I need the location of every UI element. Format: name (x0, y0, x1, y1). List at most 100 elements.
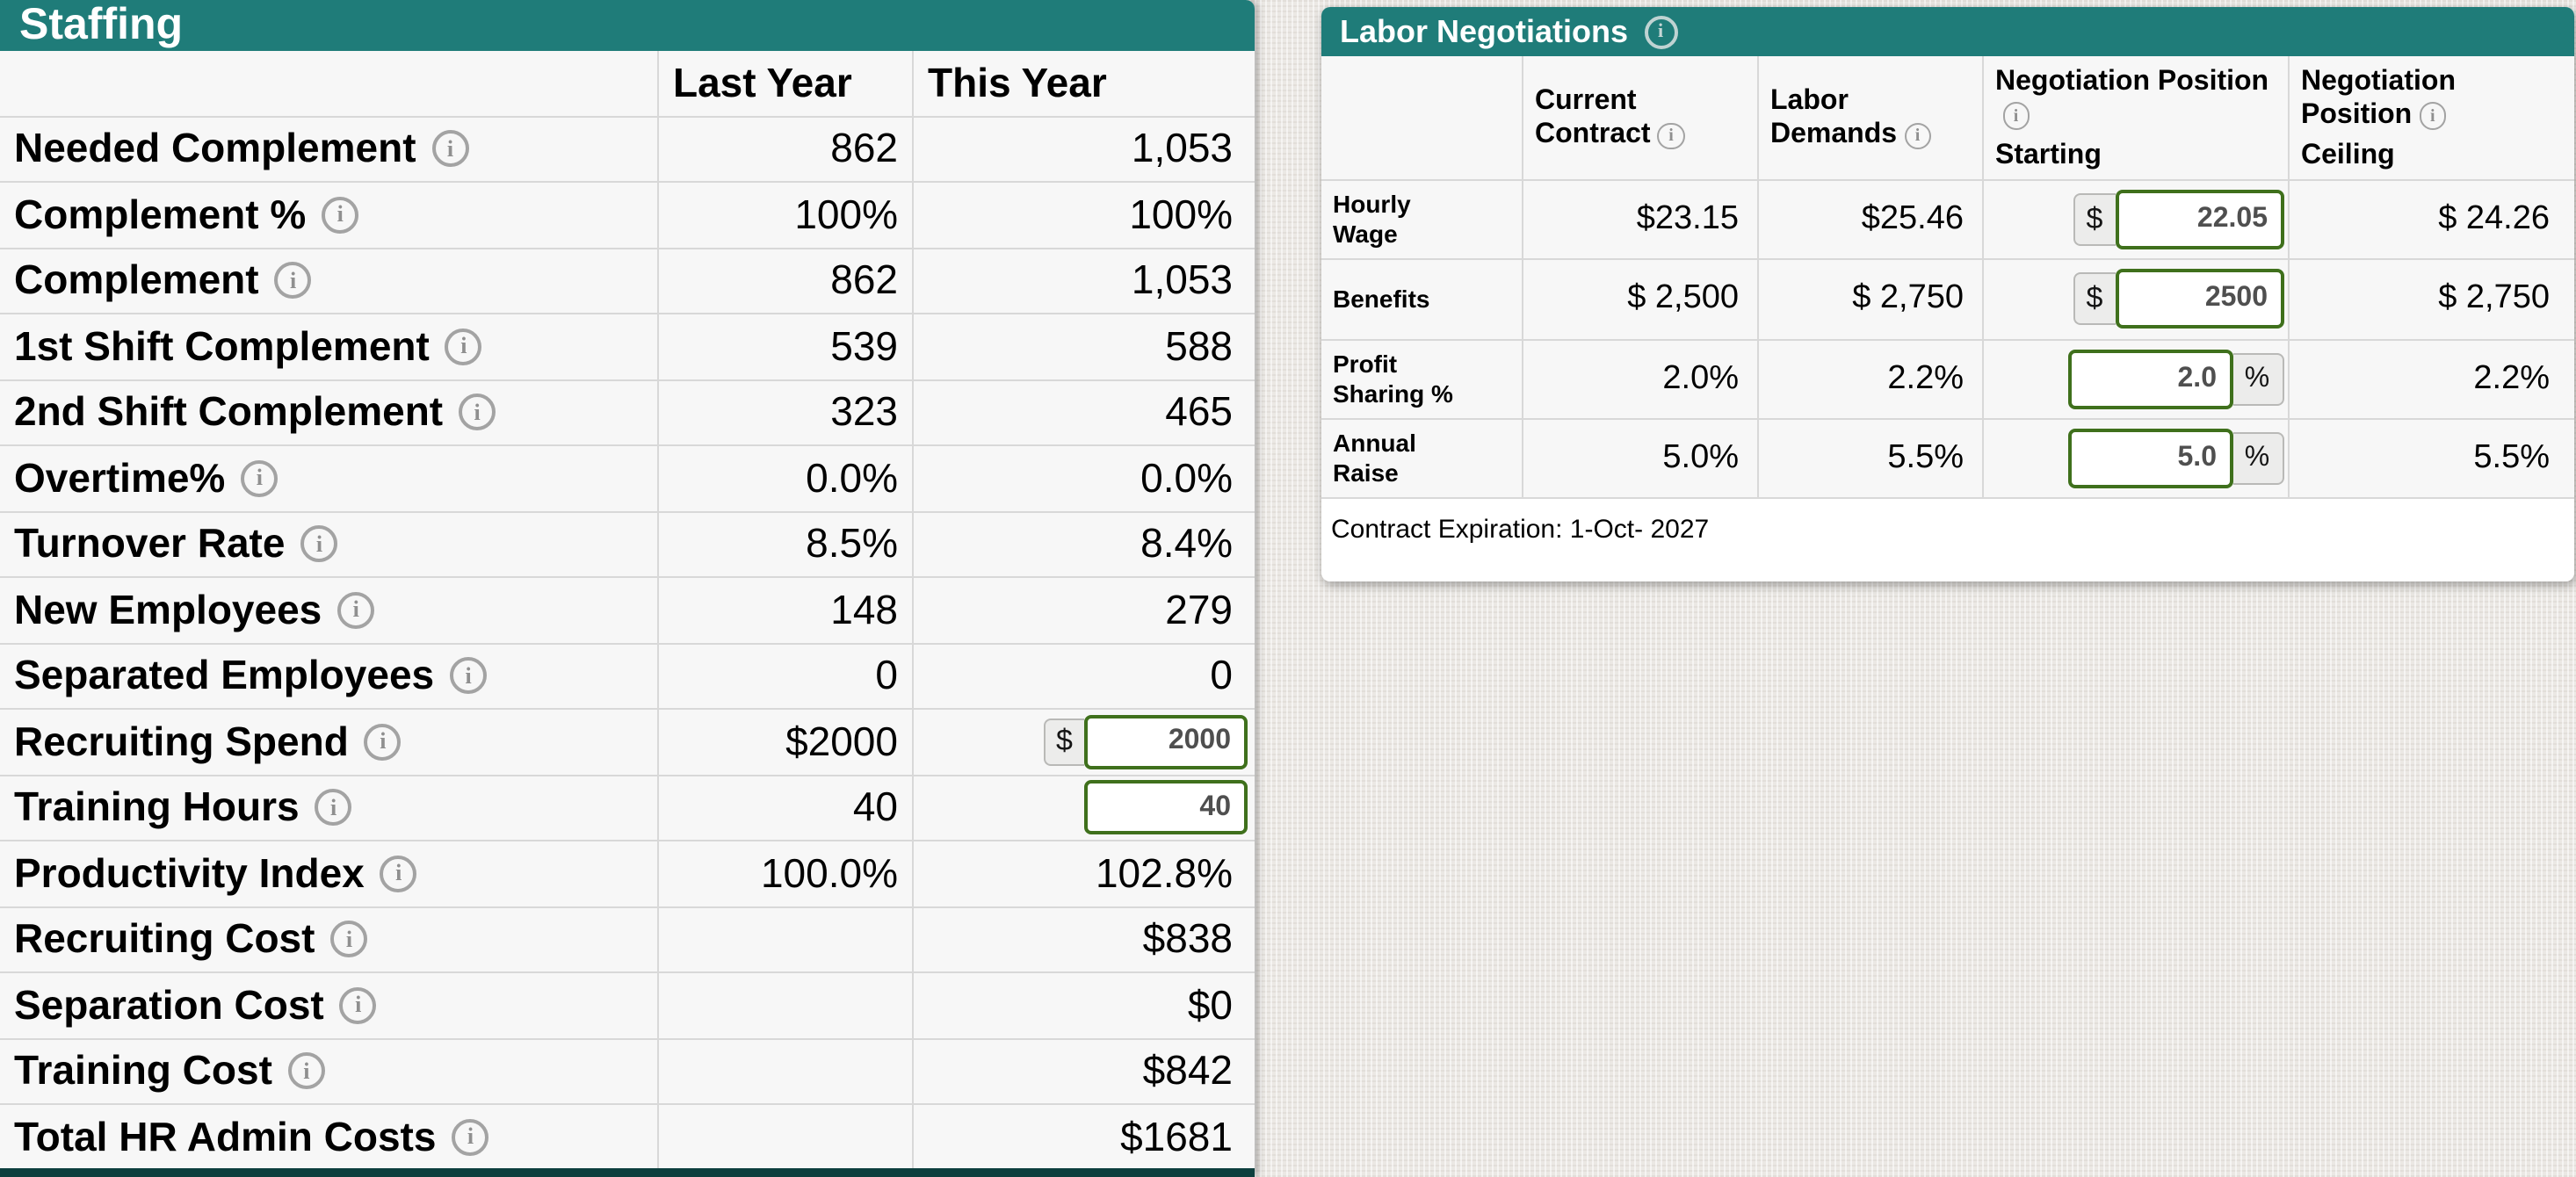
current-contract-value: $ 2,500 (1523, 260, 1758, 340)
column-title: Negotiation Position (2301, 66, 2456, 129)
row-label-cell: Complement % (0, 183, 659, 249)
this-year-input-cell: $ (914, 710, 1254, 776)
this-year-value: $838 (914, 907, 1254, 973)
row-label-cell: Overtime% (0, 446, 659, 512)
row-label-cell: Turnover Rate (0, 512, 659, 578)
last-year-value: 100% (659, 183, 914, 249)
row-label: Benefits (1333, 284, 1430, 313)
labor-title: Labor Negotiations (1340, 14, 1629, 49)
row-label-cell: Training Cost (0, 1039, 659, 1105)
negotiation-starting-input[interactable] (2115, 190, 2283, 250)
labor-header-blank (1321, 56, 1523, 181)
negotiation-starting-input[interactable] (2067, 428, 2232, 488)
labor-demands-value: $ 2,750 (1758, 260, 1983, 340)
info-icon[interactable] (380, 855, 417, 892)
column-subtitle: Ceiling (2301, 140, 2395, 170)
info-icon[interactable] (1657, 122, 1685, 150)
labor-col-current-contract: Current Contract (1523, 56, 1758, 181)
this-year-value: 8.4% (914, 512, 1254, 578)
info-icon[interactable] (300, 525, 338, 563)
info-icon[interactable] (287, 1052, 325, 1090)
last-year-value: 0 (659, 644, 914, 710)
last-year-value: $2000 (659, 710, 914, 776)
labor-demands-value: 2.2% (1758, 340, 1983, 420)
current-contract-value: 2.0% (1523, 340, 1758, 420)
row-label-cell: Annual Raise (1321, 419, 1523, 499)
last-year-value: 539 (659, 314, 914, 380)
this-year-value: $842 (914, 1039, 1254, 1105)
input-group: $ (1044, 714, 1247, 769)
last-year-value (659, 1039, 914, 1105)
staffing-title: Staffing (19, 0, 184, 50)
labor-col-labor-demands: Labor Demands (1758, 56, 1983, 181)
row-label-cell: 1st Shift Complement (0, 314, 659, 380)
row-label-cell: New Employees (0, 578, 659, 644)
info-icon[interactable] (1644, 15, 1678, 48)
current-contract-value: 5.0% (1523, 419, 1758, 499)
column-title: Negotiation Position (1995, 66, 2269, 96)
row-label: Complement % (14, 191, 307, 237)
info-icon[interactable] (445, 328, 482, 365)
row-label-cell: Productivity Index (0, 841, 659, 907)
row-label: Turnover Rate (14, 520, 286, 567)
row-label-cell: Benefits (1321, 260, 1523, 340)
row-label: New Employees (14, 586, 322, 632)
info-icon[interactable] (459, 394, 496, 431)
info-icon[interactable] (452, 1118, 489, 1156)
info-icon[interactable] (315, 789, 352, 827)
last-year-value: 862 (659, 117, 914, 183)
row-label-cell: Separation Cost (0, 973, 659, 1039)
info-icon[interactable] (2002, 102, 2030, 130)
info-icon[interactable] (241, 459, 279, 497)
staffing-col-last-year: Last Year (659, 50, 914, 117)
row-label: 1st Shift Complement (14, 322, 430, 369)
last-year-value: 40 (659, 776, 914, 841)
this-year-input[interactable] (1083, 780, 1247, 835)
row-label-cell: Profit Sharing % (1321, 340, 1523, 420)
staffing-panel: Staffing Last Year This Year Needed Comp… (0, 0, 1254, 1177)
row-label: Total HR Admin Costs (14, 1113, 437, 1159)
info-icon[interactable] (431, 130, 469, 168)
row-label: Needed Complement (14, 125, 416, 171)
staffing-title-bar: Staffing (0, 0, 1254, 50)
row-label-cell: Recruiting Cost (0, 907, 659, 973)
labor-negotiations-panel: Labor Negotiations Current Contract Labo… (1321, 7, 2574, 581)
staffing-header-blank (0, 50, 659, 117)
row-label: Separated Employees (14, 652, 435, 698)
info-icon[interactable] (330, 921, 368, 958)
info-icon[interactable] (364, 723, 402, 761)
this-year-value: $1681 (914, 1105, 1254, 1171)
row-label-cell: Training Hours (0, 776, 659, 841)
row-label: Recruiting Spend (14, 718, 349, 764)
input-group: $ (2073, 269, 2283, 329)
info-icon[interactable] (450, 657, 488, 695)
row-label: Profit Sharing % (1333, 349, 1453, 408)
column-title: Current Contract (1535, 86, 1651, 149)
labor-table: Current Contract Labor Demands Negotiati… (1321, 56, 2574, 499)
negotiation-starting-input[interactable] (2067, 349, 2232, 409)
this-year-input[interactable] (1083, 714, 1247, 769)
labor-demands-value: $25.46 (1758, 181, 1983, 261)
negotiation-ceiling-value: 2.2% (2289, 340, 2574, 420)
labor-title-bar: Labor Negotiations (1321, 7, 2574, 56)
percent-suffix: % (2232, 431, 2283, 485)
input-group: % (2067, 349, 2283, 409)
negotiation-starting-cell: $ (1983, 260, 2289, 340)
info-icon[interactable] (2419, 102, 2447, 130)
row-label-cell: Total HR Admin Costs (0, 1105, 659, 1171)
next-section-header-edge (0, 1168, 1254, 1177)
info-icon[interactable] (337, 591, 375, 629)
last-year-value (659, 973, 914, 1039)
info-icon[interactable] (322, 196, 359, 234)
negotiation-starting-cell: % (1983, 419, 2289, 499)
info-icon[interactable] (339, 986, 377, 1024)
this-year-value: 102.8% (914, 841, 1254, 907)
info-icon[interactable] (274, 262, 312, 300)
row-label-cell: Separated Employees (0, 644, 659, 710)
contract-expiration-note: Contract Expiration: 1-Oct- 2027 (1321, 499, 2574, 581)
percent-suffix: % (2232, 352, 2283, 406)
input-group: $ (2073, 190, 2283, 250)
info-icon[interactable] (1904, 122, 1932, 150)
negotiation-starting-input[interactable] (2115, 269, 2283, 329)
